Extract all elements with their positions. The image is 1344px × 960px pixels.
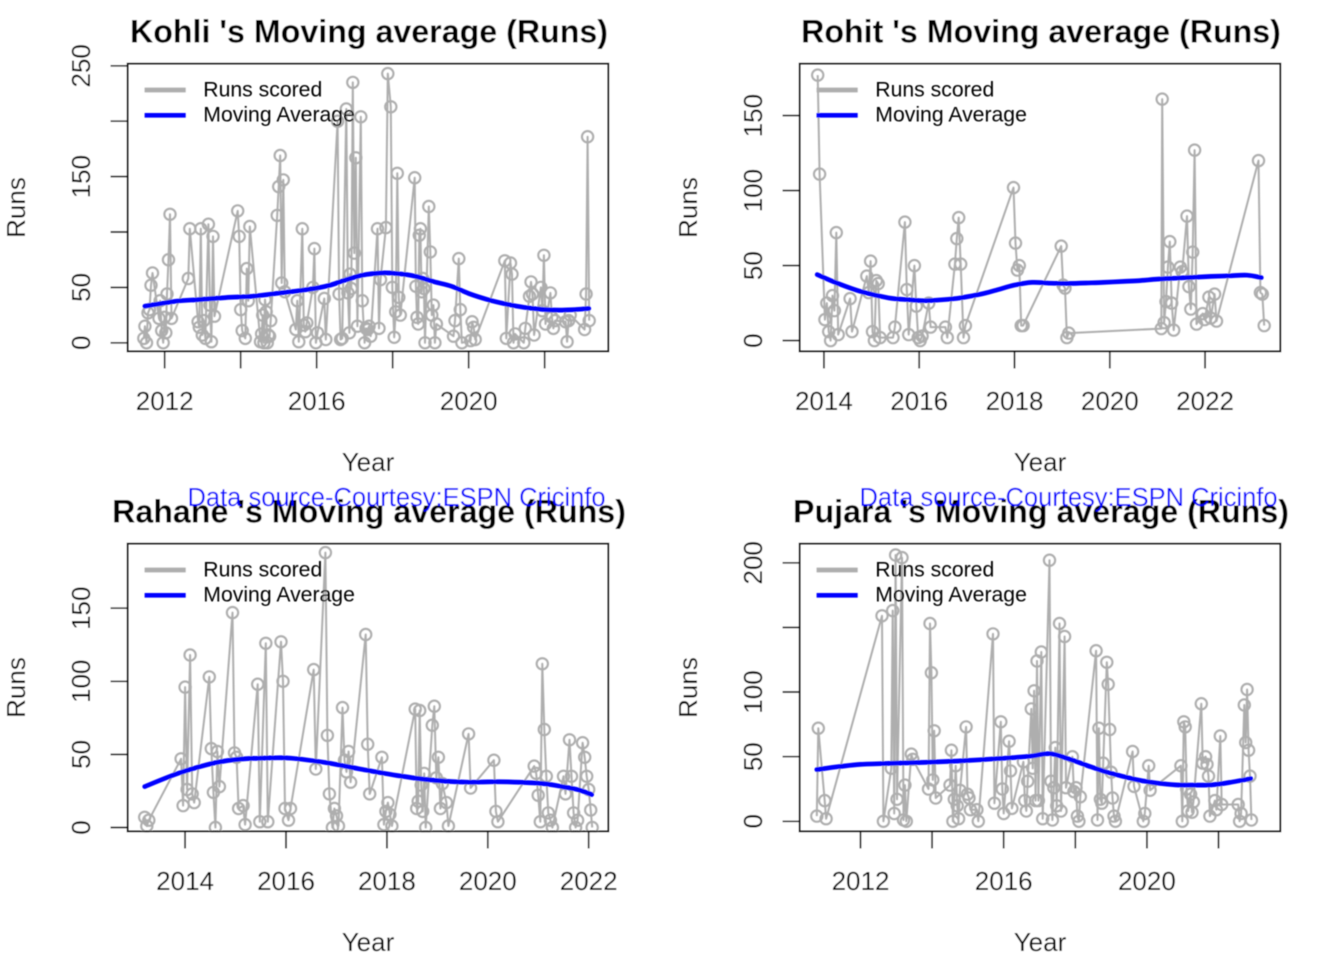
svg-text:2016: 2016 bbox=[975, 866, 1033, 896]
svg-text:0: 0 bbox=[66, 336, 96, 350]
svg-text:Year: Year bbox=[1014, 927, 1067, 957]
svg-text:Runs: Runs bbox=[673, 177, 703, 238]
svg-text:250: 250 bbox=[66, 44, 96, 87]
svg-text:2020: 2020 bbox=[1118, 866, 1176, 896]
svg-text:2014: 2014 bbox=[156, 866, 214, 896]
svg-text:Runs scored: Runs scored bbox=[203, 79, 322, 102]
svg-text:2014: 2014 bbox=[795, 386, 853, 416]
svg-text:150: 150 bbox=[738, 94, 768, 137]
svg-text:Moving Average: Moving Average bbox=[875, 584, 1027, 607]
svg-text:2020: 2020 bbox=[1081, 386, 1139, 416]
svg-text:Moving Average: Moving Average bbox=[203, 104, 355, 127]
svg-text:100: 100 bbox=[738, 169, 768, 212]
svg-text:0: 0 bbox=[66, 820, 96, 834]
svg-text:150: 150 bbox=[66, 587, 96, 630]
svg-text:150: 150 bbox=[66, 155, 96, 198]
svg-text:0: 0 bbox=[738, 814, 768, 828]
svg-text:2022: 2022 bbox=[560, 866, 618, 896]
svg-text:Rohit 's Moving average (Runs): Rohit 's Moving average (Runs) bbox=[801, 14, 1281, 50]
svg-text:0: 0 bbox=[738, 333, 768, 347]
svg-text:2020: 2020 bbox=[440, 386, 498, 416]
svg-text:2016: 2016 bbox=[257, 866, 315, 896]
svg-text:2012: 2012 bbox=[832, 866, 890, 896]
svg-text:Moving Average: Moving Average bbox=[875, 104, 1027, 127]
svg-text:Kohli 's Moving average (Runs): Kohli 's Moving average (Runs) bbox=[130, 14, 608, 50]
svg-text:Runs: Runs bbox=[1, 177, 31, 238]
svg-text:Runs scored: Runs scored bbox=[875, 79, 994, 102]
svg-text:2018: 2018 bbox=[986, 386, 1044, 416]
svg-text:2016: 2016 bbox=[288, 386, 346, 416]
svg-text:Runs: Runs bbox=[1, 657, 31, 718]
svg-text:2020: 2020 bbox=[459, 866, 517, 896]
svg-text:100: 100 bbox=[738, 670, 768, 713]
svg-text:Rahane 's Moving average (Runs: Rahane 's Moving average (Runs) bbox=[112, 494, 626, 530]
svg-text:100: 100 bbox=[66, 660, 96, 703]
svg-text:Runs scored: Runs scored bbox=[203, 559, 322, 582]
svg-text:Year: Year bbox=[1014, 447, 1067, 477]
svg-text:Year: Year bbox=[342, 447, 395, 477]
svg-text:Data source-Courtesy:ESPN Cric: Data source-Courtesy:ESPN Cricinfo bbox=[188, 484, 606, 512]
svg-text:Moving Average: Moving Average bbox=[203, 584, 355, 607]
svg-text:Pujara 's Moving average (Runs: Pujara 's Moving average (Runs) bbox=[793, 494, 1289, 530]
svg-text:2022: 2022 bbox=[1176, 386, 1234, 416]
svg-text:50: 50 bbox=[738, 742, 768, 771]
svg-text:2016: 2016 bbox=[890, 386, 948, 416]
svg-text:Runs scored: Runs scored bbox=[875, 559, 994, 582]
svg-text:Runs: Runs bbox=[673, 657, 703, 718]
svg-text:200: 200 bbox=[738, 541, 768, 584]
svg-text:50: 50 bbox=[66, 740, 96, 769]
svg-text:2012: 2012 bbox=[136, 386, 194, 416]
svg-text:Year: Year bbox=[342, 927, 395, 957]
svg-text:2018: 2018 bbox=[358, 866, 416, 896]
svg-text:Data source-Courtesy:ESPN Cric: Data source-Courtesy:ESPN Cricinfo bbox=[860, 484, 1278, 512]
svg-text:50: 50 bbox=[738, 251, 768, 280]
svg-text:50: 50 bbox=[66, 273, 96, 302]
